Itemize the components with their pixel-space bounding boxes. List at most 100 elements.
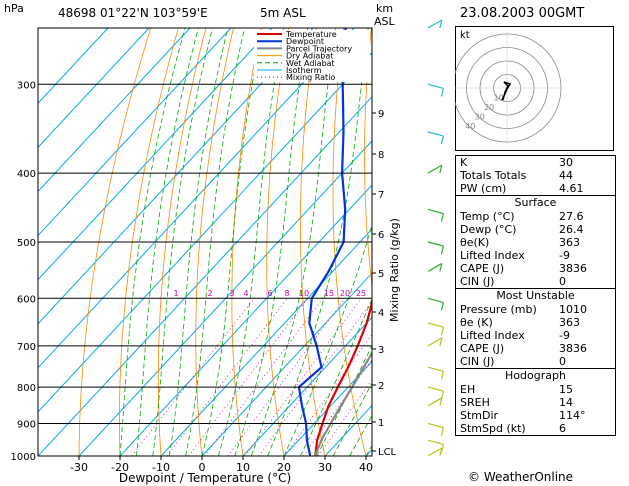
mixing-ratio-label: 2 xyxy=(207,289,212,298)
dry-adiabat-line xyxy=(231,28,262,456)
x-tick-label: -10 xyxy=(152,461,170,474)
wind-barb xyxy=(427,447,443,457)
mixing-ratio-label: 15 xyxy=(324,289,334,298)
pressure-tick-label: 1000 xyxy=(11,452,36,463)
wet-adiabat-line xyxy=(119,28,186,456)
index-mu-value: -9 xyxy=(559,329,570,342)
index-top-row: K 30 xyxy=(456,156,615,169)
mixing-ratio-label: 1 xyxy=(173,289,178,298)
wet-adiabat-line xyxy=(168,28,229,456)
mixing-ratio-line xyxy=(188,298,309,456)
dry-adiabat-line xyxy=(364,28,372,289)
wind-barb xyxy=(427,322,444,328)
x-tick-label: -20 xyxy=(111,461,129,474)
wind-barb xyxy=(427,131,444,137)
index-top-key: PW (cm) xyxy=(460,182,507,195)
index-surface-value: -9 xyxy=(559,249,570,262)
surface-title: Surface xyxy=(456,195,615,210)
wind-barb-feather xyxy=(440,427,445,436)
index-mu-key: Lifted Index xyxy=(460,329,525,342)
plot-frame xyxy=(37,27,373,457)
wet-adiabat-line xyxy=(250,28,336,456)
index-hodo-row: SREH 14 xyxy=(456,396,615,409)
wind-barb xyxy=(427,439,444,445)
index-mu-key: θe (K) xyxy=(460,316,493,329)
index-surface-value: 363 xyxy=(559,236,580,249)
asl-label: ASL xyxy=(374,15,395,28)
isotherm-line xyxy=(201,272,372,456)
isotherm-line xyxy=(38,28,150,149)
index-mu-value: 3836 xyxy=(559,342,587,355)
index-mu-row: Pressure (mb) 1010 xyxy=(456,303,615,316)
date-label: 23.08.2003 00GMT xyxy=(460,6,585,21)
index-hodo-key: EH xyxy=(460,383,476,396)
km-tick-label: 9 xyxy=(378,109,384,120)
wind-barb-feather xyxy=(439,19,443,29)
index-hodo-value: 15 xyxy=(559,383,573,396)
index-surface-value: 27.6 xyxy=(559,210,584,223)
km-tick-label: 2 xyxy=(378,381,384,392)
wind-barb xyxy=(427,241,444,247)
index-top-row: Totals Totals 44 xyxy=(456,169,615,182)
wind-barb xyxy=(427,19,443,29)
km-tick-label: 6 xyxy=(378,230,384,241)
index-top-key: Totals Totals xyxy=(460,169,527,182)
wind-barb xyxy=(427,366,444,372)
mixing-ratio-line xyxy=(284,333,372,456)
index-surface-row: CAPE (J) 3836 xyxy=(456,262,615,275)
index-top-value: 44 xyxy=(559,169,573,182)
mixing-ratio-label: 6 xyxy=(267,289,272,298)
wind-barb-feather xyxy=(440,371,445,380)
mixing-ratio-line xyxy=(204,298,324,456)
mixing-ratio-line xyxy=(227,298,346,456)
wind-barb-feather xyxy=(439,447,443,457)
km-tick-label: 7 xyxy=(378,190,384,201)
index-surface-value: 26.4 xyxy=(559,223,584,236)
index-hodo-value: 6 xyxy=(559,422,566,435)
legend-label: Isotherm xyxy=(286,66,322,75)
index-surface-value: 3836 xyxy=(559,262,587,275)
index-hodo-row: StmSpd (kt) 6 xyxy=(456,422,615,435)
index-top-value: 4.61 xyxy=(559,182,584,195)
indices-table: K 30 Totals Totals 44 PW (cm) 4.61 Surface Te… xyxy=(455,155,616,436)
wind-barb-feather xyxy=(440,88,445,97)
index-top-key: K xyxy=(460,156,468,169)
index-mu-value: 0 xyxy=(559,355,566,368)
elevation-label: 5m ASL xyxy=(260,6,306,20)
index-surface-row: Dewp (°C) 26.4 xyxy=(456,223,615,236)
wet-adiabat-line xyxy=(201,28,264,456)
wind-barb xyxy=(427,164,443,174)
index-surface-value: 0 xyxy=(559,275,566,288)
mixing-ratio-line xyxy=(317,379,372,456)
km-tick-label: 1 xyxy=(378,418,384,429)
km-label: km xyxy=(376,2,394,15)
dry-adiabat-line xyxy=(195,28,234,456)
hodograph-ring-label: 10 xyxy=(494,93,504,102)
pressure-tick-label: 400 xyxy=(17,169,36,180)
legend-label: Mixing Ratio xyxy=(286,73,335,82)
dry-adiabat-line xyxy=(266,28,289,456)
x-tick-label: 20 xyxy=(277,461,291,474)
wind-barb xyxy=(427,83,444,90)
dry-adiabat-line xyxy=(119,28,179,456)
isotherm-line xyxy=(242,316,372,456)
copyright-footer: © WeatherOnline xyxy=(468,470,574,484)
mixing-ratio-label: 8 xyxy=(284,289,289,298)
x-tick-label: -30 xyxy=(70,461,88,474)
index-mu-row: CAPE (J) 3836 xyxy=(456,342,615,355)
pressure-tick-label: 600 xyxy=(17,294,36,305)
index-hodo-value: 114° xyxy=(559,409,586,422)
pressure-tick-label: 900 xyxy=(17,419,36,430)
dry-adiabat-line xyxy=(157,28,207,456)
index-surface-row: CIN (J) 0 xyxy=(456,275,615,288)
x-tick-label: 10 xyxy=(236,461,250,474)
index-surface-row: Temp (°C) 27.6 xyxy=(456,210,615,223)
pressure-tick-label: 700 xyxy=(17,342,36,353)
pressure-tick-label: 800 xyxy=(17,383,36,394)
index-hodo-key: StmSpd (kt) xyxy=(460,422,526,435)
legend-label: Temperature xyxy=(285,30,337,39)
km-tick-label: 4 xyxy=(378,308,384,319)
hodograph-ring-label: 30 xyxy=(475,112,485,121)
index-mu-row: Lifted Index -9 xyxy=(456,329,615,342)
